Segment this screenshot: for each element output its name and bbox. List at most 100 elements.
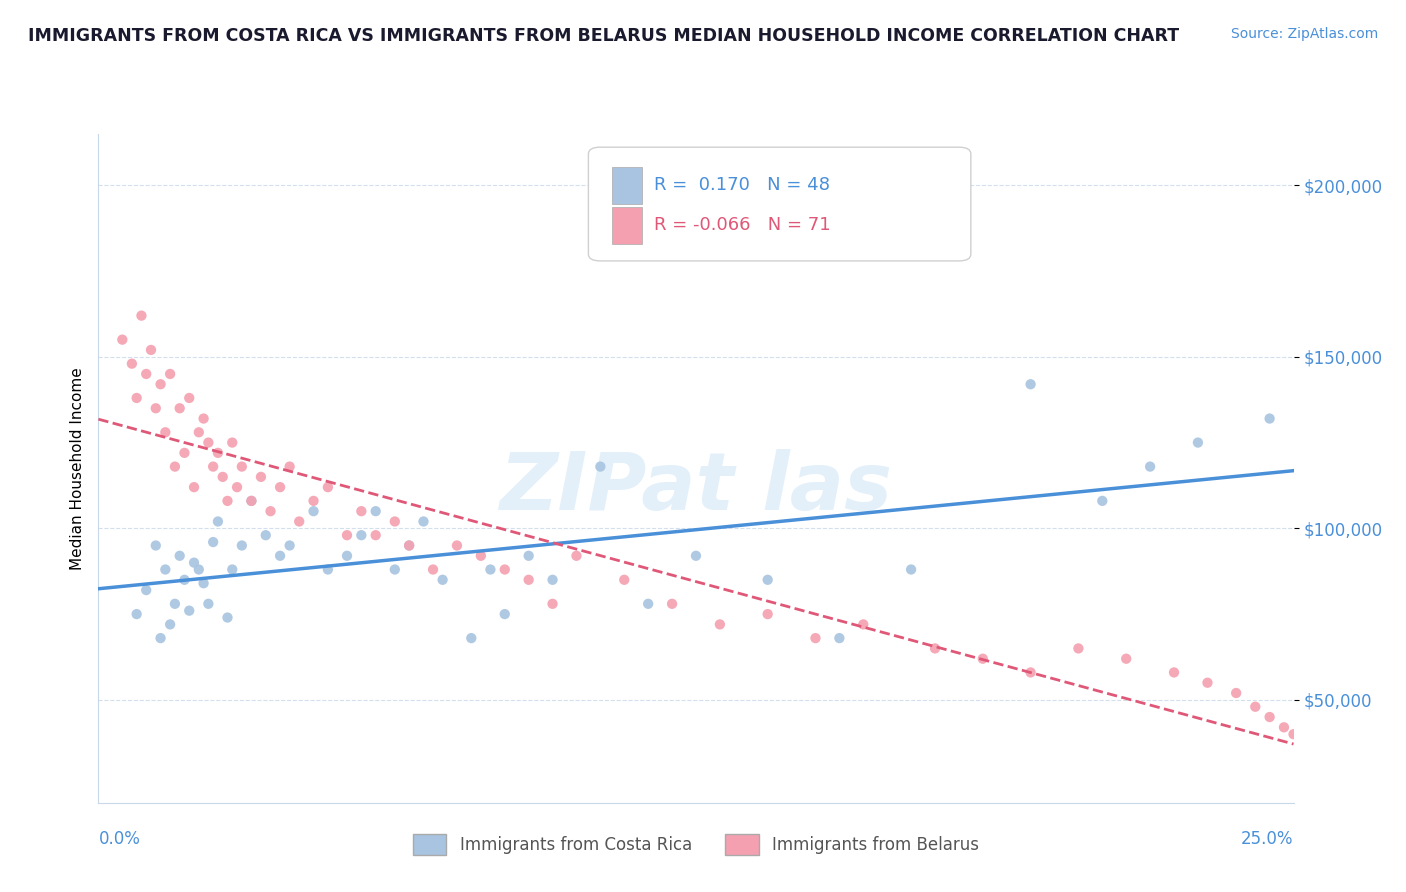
Point	[316, 562, 339, 576]
Point	[159, 367, 181, 381]
Point	[412, 515, 434, 529]
Point	[661, 597, 683, 611]
Point	[183, 480, 205, 494]
Point	[211, 470, 233, 484]
Point	[1272, 720, 1295, 734]
FancyBboxPatch shape	[612, 168, 643, 204]
Point	[709, 617, 731, 632]
Point	[226, 480, 249, 494]
Point	[187, 425, 209, 440]
Point	[1091, 494, 1114, 508]
Text: Source: ZipAtlas.com: Source: ZipAtlas.com	[1230, 27, 1378, 41]
Point	[259, 504, 281, 518]
Point	[852, 617, 875, 632]
Point	[1310, 751, 1333, 765]
Point	[1244, 699, 1267, 714]
Point	[278, 539, 301, 553]
Point	[179, 604, 201, 618]
Point	[398, 539, 420, 553]
Point	[422, 562, 444, 576]
Point	[193, 411, 215, 425]
Text: 0.0%: 0.0%	[98, 830, 141, 847]
Point	[217, 494, 239, 508]
Point	[517, 549, 540, 563]
Point	[1067, 641, 1090, 656]
Text: R =  0.170   N = 48: R = 0.170 N = 48	[654, 177, 830, 194]
Point	[364, 504, 387, 518]
Point	[1258, 411, 1281, 425]
Point	[207, 515, 229, 529]
Point	[494, 562, 516, 576]
Point	[1019, 377, 1042, 392]
Point	[565, 549, 588, 563]
FancyBboxPatch shape	[588, 147, 970, 261]
Point	[187, 562, 209, 576]
Point	[135, 367, 157, 381]
Point	[207, 446, 229, 460]
Point	[159, 617, 181, 632]
Point	[1258, 710, 1281, 724]
Point	[125, 607, 148, 621]
Text: ZIPat las: ZIPat las	[499, 450, 893, 527]
Point	[149, 377, 172, 392]
Point	[637, 597, 659, 611]
Point	[288, 515, 311, 529]
Point	[1197, 675, 1219, 690]
Point	[613, 573, 636, 587]
Point	[240, 494, 263, 508]
Point	[250, 470, 273, 484]
Point	[685, 549, 707, 563]
Point	[254, 528, 277, 542]
Point	[197, 597, 219, 611]
Point	[517, 573, 540, 587]
Point	[145, 401, 167, 416]
Text: IMMIGRANTS FROM COSTA RICA VS IMMIGRANTS FROM BELARUS MEDIAN HOUSEHOLD INCOME CO: IMMIGRANTS FROM COSTA RICA VS IMMIGRANTS…	[28, 27, 1180, 45]
Point	[231, 459, 253, 474]
Point	[202, 535, 225, 549]
Point	[302, 504, 325, 518]
Point	[398, 539, 420, 553]
Point	[1115, 651, 1137, 665]
Point	[828, 631, 851, 645]
Legend: Immigrants from Costa Rica, Immigrants from Belarus: Immigrants from Costa Rica, Immigrants f…	[406, 828, 986, 862]
Point	[1302, 744, 1324, 758]
Point	[384, 562, 406, 576]
Point	[145, 539, 167, 553]
Point	[350, 528, 373, 542]
Point	[217, 610, 239, 624]
Point	[1306, 747, 1329, 762]
Point	[278, 459, 301, 474]
Point	[804, 631, 827, 645]
Point	[1340, 762, 1362, 776]
Point	[756, 573, 779, 587]
Point	[193, 576, 215, 591]
Point	[1019, 665, 1042, 680]
Point	[1163, 665, 1185, 680]
Point	[1225, 686, 1247, 700]
Point	[479, 562, 502, 576]
Point	[169, 549, 191, 563]
Point	[139, 343, 162, 357]
Point	[460, 631, 482, 645]
Point	[163, 597, 186, 611]
Point	[240, 494, 263, 508]
Point	[924, 641, 946, 656]
Point	[350, 504, 373, 518]
Point	[155, 562, 177, 576]
Point	[155, 425, 177, 440]
Point	[384, 515, 406, 529]
Point	[121, 357, 143, 371]
Point	[135, 583, 157, 598]
Point	[163, 459, 186, 474]
Text: 25.0%: 25.0%	[1241, 830, 1294, 847]
Point	[221, 562, 243, 576]
Point	[1187, 435, 1209, 450]
Text: R = -0.066   N = 71: R = -0.066 N = 71	[654, 217, 831, 235]
Point	[541, 597, 564, 611]
Point	[173, 573, 195, 587]
Point	[756, 607, 779, 621]
Point	[1292, 734, 1315, 748]
Point	[432, 573, 454, 587]
Point	[111, 333, 134, 347]
Y-axis label: Median Household Income: Median Household Income	[69, 367, 84, 570]
